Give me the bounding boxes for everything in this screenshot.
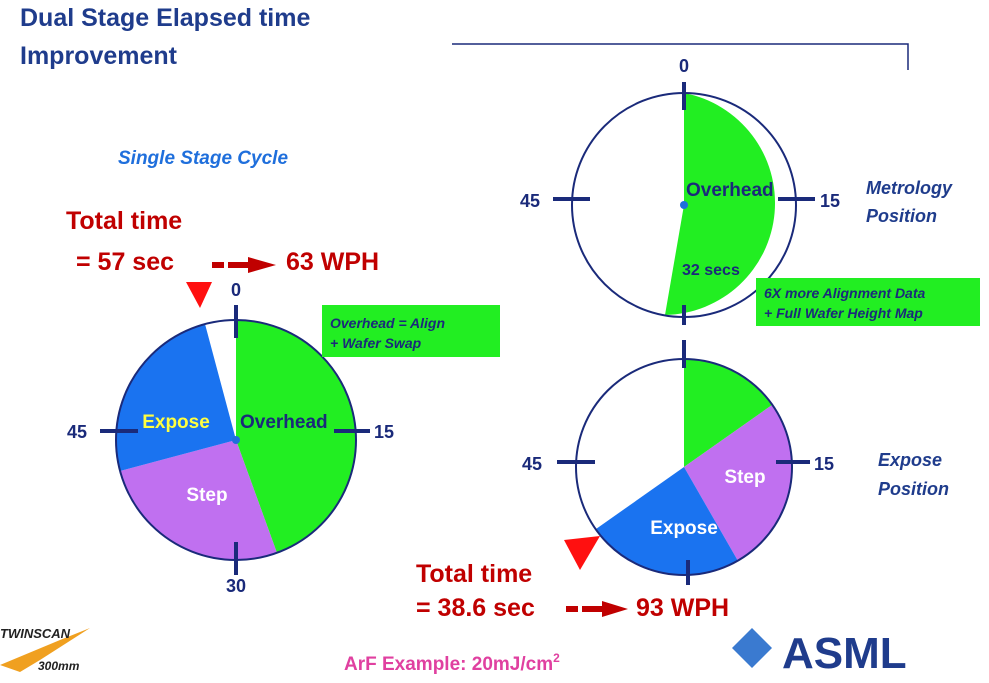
segment-label: 32 secs xyxy=(682,262,740,279)
tick-label: 0 xyxy=(231,280,241,300)
title: Dual Stage Elapsed time xyxy=(20,4,310,32)
logo: ASML xyxy=(782,629,907,678)
shape xyxy=(596,467,738,576)
shape xyxy=(582,606,602,612)
shape xyxy=(680,201,688,209)
tick-label: 15 xyxy=(374,422,394,442)
shape xyxy=(232,436,240,444)
header-rule xyxy=(452,43,909,70)
wph: 93 WPH xyxy=(636,594,729,622)
clock xyxy=(100,305,370,575)
shape xyxy=(684,359,772,467)
logo-swoosh xyxy=(0,628,90,672)
shape xyxy=(665,93,776,315)
total-value: = 38.6 sec xyxy=(416,594,535,622)
title: Improvement xyxy=(20,42,178,70)
marker xyxy=(564,536,600,570)
section-label: Single Stage Cycle xyxy=(118,148,288,169)
arrow xyxy=(566,601,628,617)
shape xyxy=(120,440,277,561)
footer-sup: 2 xyxy=(553,651,560,665)
wph: 63 WPH xyxy=(286,248,379,276)
note: + Full Wafer Height Map xyxy=(764,305,923,321)
tick-label: 0 xyxy=(679,56,689,76)
segment-label: Expose xyxy=(650,518,718,539)
shape xyxy=(212,262,224,268)
tick-label: 45 xyxy=(67,422,87,442)
tick-label: 15 xyxy=(820,191,840,211)
tick-label: 45 xyxy=(520,191,540,211)
note-box xyxy=(756,278,980,326)
note: + Wafer Swap xyxy=(330,335,422,351)
marker xyxy=(186,282,212,308)
segment-label: Overhead xyxy=(240,412,328,433)
shape xyxy=(684,405,792,561)
note: 6X more Alignment Data xyxy=(764,285,926,301)
position-label: Metrology xyxy=(866,178,953,198)
logo: 300mm xyxy=(38,659,80,673)
tick-label: 30 xyxy=(226,576,246,596)
segment-label: Expose xyxy=(142,412,210,433)
position-label: Position xyxy=(878,479,949,499)
segment-label: Step xyxy=(186,485,227,506)
clock xyxy=(553,82,815,325)
total-label: Total time xyxy=(416,560,532,588)
tick-label: 15 xyxy=(814,454,834,474)
tick-label: 45 xyxy=(522,454,542,474)
footer-text: ArF Example: 20mJ/cm xyxy=(344,654,553,675)
footer-note: ArF Example: 20mJ/cm2 xyxy=(344,651,560,675)
clock xyxy=(557,340,810,585)
position-label: Position xyxy=(866,206,937,226)
note: Overhead = Align xyxy=(330,315,445,331)
shape xyxy=(602,601,628,617)
logo: TWINSCAN xyxy=(0,626,71,641)
shape xyxy=(236,319,357,553)
arrow xyxy=(212,257,276,273)
segment-label: Step xyxy=(724,467,765,488)
shape xyxy=(248,257,276,273)
shape xyxy=(732,628,772,668)
total-label: Total time xyxy=(66,207,182,235)
segment-label: Overhead xyxy=(686,180,774,201)
total-value: = 57 sec xyxy=(76,248,174,276)
shape xyxy=(566,606,578,612)
logo-mark xyxy=(732,628,772,668)
position-label: Expose xyxy=(878,450,942,470)
note-box xyxy=(322,305,500,357)
shape xyxy=(228,262,248,268)
